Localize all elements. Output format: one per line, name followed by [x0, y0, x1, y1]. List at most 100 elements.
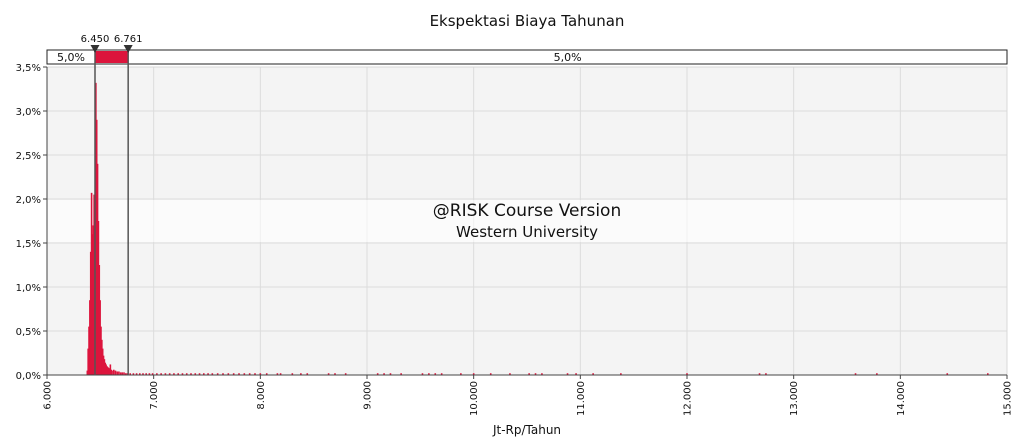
histogram-bar	[114, 370, 117, 375]
y-tick-label: 1,5%	[16, 239, 41, 250]
histogram-bar	[592, 373, 594, 375]
histogram-bar	[142, 373, 144, 375]
delimiter-bar[interactable]: 5,0% 5,0% 6.450 6.761	[46, 34, 1008, 375]
histogram-bar	[89, 300, 91, 375]
y-tick-label: 0,0%	[16, 371, 41, 382]
histogram-bar	[194, 373, 197, 375]
histogram-bar	[129, 373, 131, 375]
y-tick-label: 3,5%	[16, 63, 41, 74]
histogram-bar	[168, 373, 171, 375]
histogram-bar	[207, 373, 209, 375]
histogram-bar	[421, 373, 424, 375]
histogram-bar	[102, 355, 105, 375]
histogram-bar	[100, 326, 102, 375]
histogram-bar	[216, 373, 219, 375]
left-tail-percent: 5,0%	[57, 51, 85, 64]
histogram-bar	[119, 372, 122, 375]
x-axis-title: Jt-Rp/Tahun	[492, 423, 561, 437]
histogram-bar	[946, 373, 949, 375]
histogram-bar	[279, 373, 282, 375]
histogram-bar	[90, 192, 93, 375]
histogram-bar	[139, 373, 141, 375]
histogram-bar	[95, 119, 98, 375]
histogram-bar	[177, 373, 179, 375]
histogram-bar	[123, 372, 125, 375]
histogram-bar	[291, 373, 294, 375]
x-tick-label: 13.000	[789, 381, 800, 416]
y-axis-ticks: 0,0% 0,5% 1,0% 1,5% 2,0% 2,5% 3,0% 3,5%	[16, 63, 47, 382]
x-tick-label: 6.000	[43, 381, 54, 410]
histogram-bar	[116, 371, 118, 375]
delimiter-bar-frame	[46, 49, 1008, 65]
chart-title: Ekspektasi Biaya Tahunan	[430, 12, 625, 30]
histogram-bar	[151, 373, 154, 375]
histogram-bar	[248, 373, 251, 375]
histogram-bar	[686, 373, 688, 375]
histogram-bar	[93, 194, 95, 375]
x-tick-label: 7.000	[149, 381, 160, 410]
histogram-bar	[92, 225, 95, 375]
histogram-bar	[156, 373, 158, 375]
histogram-bar	[854, 373, 857, 375]
histogram-bar	[376, 373, 379, 375]
x-tick-label: 15.000	[1003, 381, 1014, 416]
histogram-bar	[185, 373, 188, 375]
delimiter-middle-region	[95, 51, 129, 63]
histogram-bar	[765, 373, 767, 375]
histogram-bar	[108, 368, 111, 375]
histogram-bar	[227, 373, 230, 375]
histogram-bar	[103, 359, 106, 375]
histogram-bar	[148, 373, 151, 375]
histogram-bar	[121, 372, 124, 375]
histogram-bar	[876, 373, 878, 375]
histogram-bar	[132, 373, 135, 375]
y-tick-label: 2,5%	[16, 151, 41, 162]
histogram-bar	[222, 373, 224, 375]
histogram-bar	[203, 373, 205, 375]
histogram-bar	[98, 265, 101, 375]
histogram-bar	[198, 373, 201, 375]
upper-delimiter-value: 6.761	[114, 34, 143, 45]
histogram-bar	[164, 373, 167, 375]
histogram-bar	[107, 367, 109, 375]
histogram-bar	[460, 373, 462, 375]
histogram-bar	[259, 373, 262, 375]
histogram-bar	[112, 369, 115, 375]
histogram-bar	[160, 373, 162, 375]
histogram-bar	[95, 82, 97, 375]
upper-delimiter-handle-icon[interactable]	[123, 45, 133, 53]
histogram-bar	[118, 371, 120, 375]
histogram-bar	[440, 373, 443, 375]
histogram-bar	[509, 373, 511, 375]
histogram-bar	[987, 373, 989, 375]
histogram-bar	[106, 366, 108, 375]
x-tick-label: 11.000	[576, 381, 587, 416]
x-axis-ticks: 6.000 7.000 8.000 9.000 10.000 11.000 12.000 13…	[43, 375, 1014, 416]
histogram-bars	[86, 82, 989, 375]
histogram-bar	[254, 373, 256, 375]
histogram-bar	[400, 373, 402, 375]
watermark-band	[47, 200, 1007, 242]
histogram-bar	[344, 373, 347, 375]
histogram-bar	[104, 362, 107, 375]
histogram-bar	[135, 373, 138, 375]
lower-delimiter-handle-icon[interactable]	[90, 45, 100, 53]
histogram-bar	[96, 163, 99, 375]
histogram-bar	[101, 348, 104, 375]
x-tick-label: 9.000	[363, 381, 374, 410]
histogram-bar	[389, 373, 392, 375]
histogram-bar	[306, 373, 309, 375]
histogram-bar	[534, 373, 537, 375]
histogram-bar	[86, 370, 89, 375]
histogram-bar	[88, 326, 90, 375]
histogram-bar	[334, 373, 336, 375]
histogram-bar	[173, 373, 175, 375]
histogram-bar	[105, 364, 107, 375]
histogram-bar	[383, 373, 385, 375]
right-tail-percent: 5,0%	[554, 51, 582, 64]
histogram-bar	[211, 373, 214, 375]
x-tick-label: 12.000	[683, 381, 694, 416]
histogram-bar	[99, 300, 101, 375]
histogram-bar	[758, 373, 761, 375]
histogram-bar	[243, 373, 246, 375]
